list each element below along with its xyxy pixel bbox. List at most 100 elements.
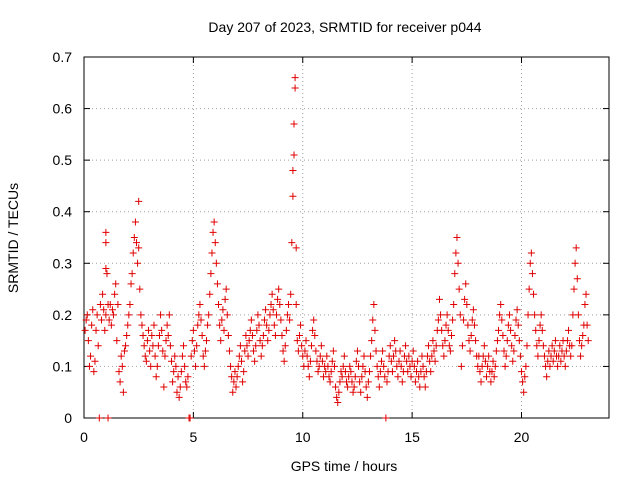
x-tick-label: 0 xyxy=(80,429,88,445)
data-point xyxy=(481,357,489,365)
data-point xyxy=(90,368,98,376)
data-point xyxy=(350,383,358,391)
data-point xyxy=(294,347,302,355)
data-point xyxy=(527,249,535,257)
data-point xyxy=(198,331,206,339)
data-point xyxy=(311,331,319,339)
data-point xyxy=(370,301,378,309)
data-point xyxy=(504,321,512,329)
data-point xyxy=(140,342,148,350)
data-point xyxy=(288,239,296,247)
data-point xyxy=(233,373,241,381)
data-point xyxy=(453,234,461,241)
data-point xyxy=(328,357,336,365)
data-point xyxy=(211,239,219,247)
data-point xyxy=(108,306,116,314)
data-point xyxy=(356,378,364,386)
data-point xyxy=(135,197,143,205)
data-point xyxy=(227,362,235,370)
data-point xyxy=(259,331,267,339)
data-point xyxy=(351,373,359,381)
data-point xyxy=(437,311,445,319)
data-point xyxy=(309,326,317,334)
data-point xyxy=(561,362,569,370)
data-point xyxy=(463,301,471,309)
data-point xyxy=(442,321,450,329)
data-point xyxy=(306,357,314,365)
data-point xyxy=(209,228,217,236)
data-point xyxy=(267,301,275,309)
data-point xyxy=(145,326,153,334)
data-point xyxy=(137,311,145,319)
data-point xyxy=(194,321,202,329)
data-point xyxy=(515,337,523,345)
data-point xyxy=(397,362,405,370)
data-point xyxy=(223,311,231,319)
data-point xyxy=(102,311,110,319)
x-tick-label: 20 xyxy=(514,429,530,445)
data-point xyxy=(394,373,402,381)
data-point xyxy=(477,378,485,386)
data-point xyxy=(91,357,99,365)
data-point xyxy=(525,285,533,293)
data-point xyxy=(205,311,213,319)
data-point xyxy=(508,342,516,350)
x-tick-label: 15 xyxy=(404,429,420,445)
data-point xyxy=(112,280,120,288)
data-point xyxy=(116,378,124,386)
data-point xyxy=(452,249,460,257)
data-point xyxy=(548,342,556,350)
data-point xyxy=(291,84,299,92)
data-point xyxy=(133,239,140,247)
data-point xyxy=(196,301,204,309)
data-point xyxy=(379,347,387,355)
data-point xyxy=(380,362,388,370)
data-point xyxy=(303,352,311,360)
data-point xyxy=(537,311,545,319)
data-point xyxy=(456,311,464,319)
data-point xyxy=(180,342,188,350)
data-point xyxy=(455,285,463,293)
data-point xyxy=(234,362,242,370)
data-point xyxy=(402,342,410,350)
data-point xyxy=(258,342,266,350)
data-point xyxy=(374,373,382,381)
data-point xyxy=(287,290,295,298)
data-point xyxy=(105,316,113,324)
data-point xyxy=(464,321,472,329)
data-point xyxy=(505,311,513,319)
data-point xyxy=(570,285,578,293)
data-point xyxy=(467,331,475,339)
data-point xyxy=(448,331,455,339)
y-tick-label: 0.2 xyxy=(53,307,73,323)
data-point xyxy=(398,378,406,386)
data-point xyxy=(584,337,592,345)
data-point xyxy=(84,337,92,345)
data-point xyxy=(568,342,576,350)
data-point xyxy=(166,342,174,350)
data-point xyxy=(512,316,520,324)
data-point xyxy=(161,352,169,360)
data-point xyxy=(538,326,546,334)
data-point xyxy=(87,352,95,360)
data-point xyxy=(333,393,341,401)
y-tick-label: 0.6 xyxy=(53,101,73,117)
data-point xyxy=(189,326,197,334)
data-point xyxy=(521,373,529,381)
data-point xyxy=(279,347,287,355)
data-point xyxy=(460,316,468,324)
data-point xyxy=(312,347,320,355)
data-point xyxy=(163,321,171,329)
data-point xyxy=(454,259,462,267)
data-point xyxy=(94,342,102,350)
x-axis-label: GPS time / hours xyxy=(291,458,398,474)
data-point xyxy=(411,378,419,386)
data-point xyxy=(282,326,290,334)
data-point xyxy=(334,399,342,407)
data-point xyxy=(247,316,255,324)
data-point xyxy=(472,337,480,345)
data-point xyxy=(498,316,506,324)
data-point xyxy=(531,311,539,319)
data-point xyxy=(461,295,469,303)
data-point xyxy=(346,362,354,370)
